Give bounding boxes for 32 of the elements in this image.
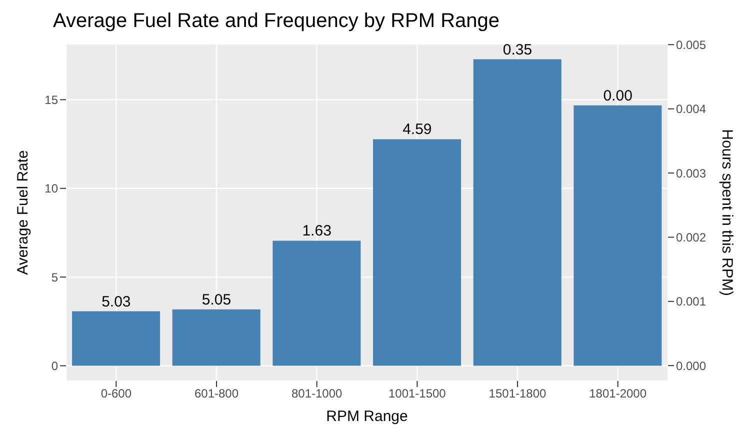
y2-tick-label: 0.003 <box>676 166 706 180</box>
bar <box>473 59 562 366</box>
chart-title: Average Fuel Rate and Frequency by RPM Range <box>52 9 501 34</box>
x-tick-label: 0-600 <box>100 386 132 401</box>
y2-axis-title: Hours spent in this RPM) <box>718 129 736 296</box>
bar <box>72 311 160 366</box>
x-tick-label: 1801-2000 <box>589 386 647 401</box>
y2-tick-label: 0.004 <box>676 102 706 116</box>
annotation: 0.00 <box>603 87 632 104</box>
annotation: 4.59 <box>402 121 432 138</box>
y-tick-label: 0 <box>51 359 58 374</box>
annotation: 5.03 <box>102 293 131 310</box>
x-axis-title: RPM Range <box>326 408 408 425</box>
y2-tick-label: 0.000 <box>676 358 706 373</box>
bar <box>574 105 662 366</box>
x-tick-label: 801-1000 <box>291 386 343 401</box>
bar <box>172 309 260 366</box>
y-axis-title: Average Fuel Rate <box>14 150 32 275</box>
y2-tick-label: 0.005 <box>676 38 706 52</box>
y2-tick-label: 0.002 <box>676 230 706 244</box>
y2-tick-label: 0.001 <box>676 294 706 309</box>
x-tick-label: 1001-1500 <box>388 386 446 401</box>
y-tick-label: 5 <box>51 270 58 284</box>
annotation: 0.35 <box>502 41 532 58</box>
x-tick-label: 601-800 <box>194 386 239 401</box>
y-tick-label: 10 <box>44 182 58 196</box>
x-tick-label: 1501-1800 <box>488 386 547 401</box>
y-tick-label: 15 <box>44 92 58 107</box>
annotation: 1.63 <box>302 222 332 240</box>
bar <box>272 240 361 366</box>
bar <box>373 139 462 366</box>
annotation: 5.05 <box>202 291 232 308</box>
